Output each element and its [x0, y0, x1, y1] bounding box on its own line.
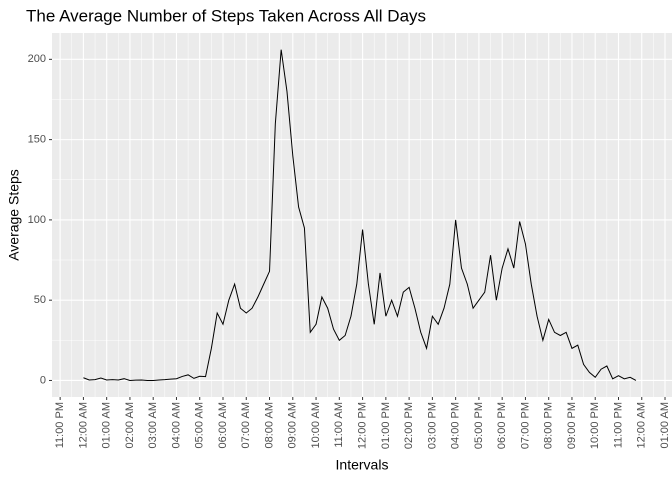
- y-tick-label: 100: [28, 214, 46, 226]
- x-tick-label: 04:00 PM: [450, 402, 462, 449]
- x-tick-label: 02:00 PM: [403, 402, 415, 449]
- x-tick-label: 01:00 AM: [659, 402, 671, 448]
- marks: [83, 49, 637, 381]
- x-tick-label: 06:00 PM: [496, 402, 508, 449]
- x-tick-label: 12:00 AM: [77, 402, 89, 448]
- x-tick-label: 08:00 AM: [263, 402, 275, 448]
- x-tick-label: 11:00 PM: [612, 402, 624, 448]
- x-tick-label: 09:00 AM: [287, 402, 299, 448]
- line: [83, 49, 637, 381]
- x-tick-label: 07:00 AM: [240, 402, 252, 448]
- y-tick-label: 50: [34, 294, 46, 306]
- chart-title: The Average Number of Steps Taken Across…: [26, 6, 426, 25]
- x-tick-label: 05:00 AM: [194, 402, 206, 448]
- y-tick-label: 200: [28, 53, 46, 65]
- x-tick-label: 12:00 AM: [636, 402, 648, 448]
- x-tick-label: 01:00 AM: [101, 402, 113, 448]
- x-tick-label: 05:00 PM: [473, 402, 485, 449]
- x-tick-label: 11:00 AM: [333, 402, 345, 448]
- grid: [52, 33, 672, 397]
- x-tick-label: 03:00 AM: [147, 402, 159, 448]
- x-tick-label: 06:00 AM: [217, 402, 229, 448]
- x-tick-label: 01:00 PM: [380, 402, 392, 449]
- x-tick-label: 11:00 PM: [54, 402, 66, 448]
- y-tick-label: 150: [28, 134, 46, 146]
- x-tick-label: 08:00 PM: [543, 402, 555, 449]
- x-tick-label: 09:00 PM: [566, 402, 578, 449]
- y-axis-title: Average Steps: [6, 169, 22, 261]
- x-tick-label: 10:00 PM: [589, 402, 601, 449]
- x-tick-label: 10:00 AM: [310, 402, 322, 448]
- x-tick-label: 12:00 PM: [356, 402, 368, 449]
- y-tick-label: 0: [40, 374, 46, 386]
- x-tick-label: 02:00 AM: [124, 402, 136, 448]
- x-tick-label: 04:00 AM: [170, 402, 182, 448]
- panel: [52, 33, 672, 397]
- x-tick-label: 03:00 PM: [426, 402, 438, 449]
- x-tick-label: 07:00 PM: [519, 402, 531, 449]
- x-axis-title: Intervals: [336, 457, 389, 473]
